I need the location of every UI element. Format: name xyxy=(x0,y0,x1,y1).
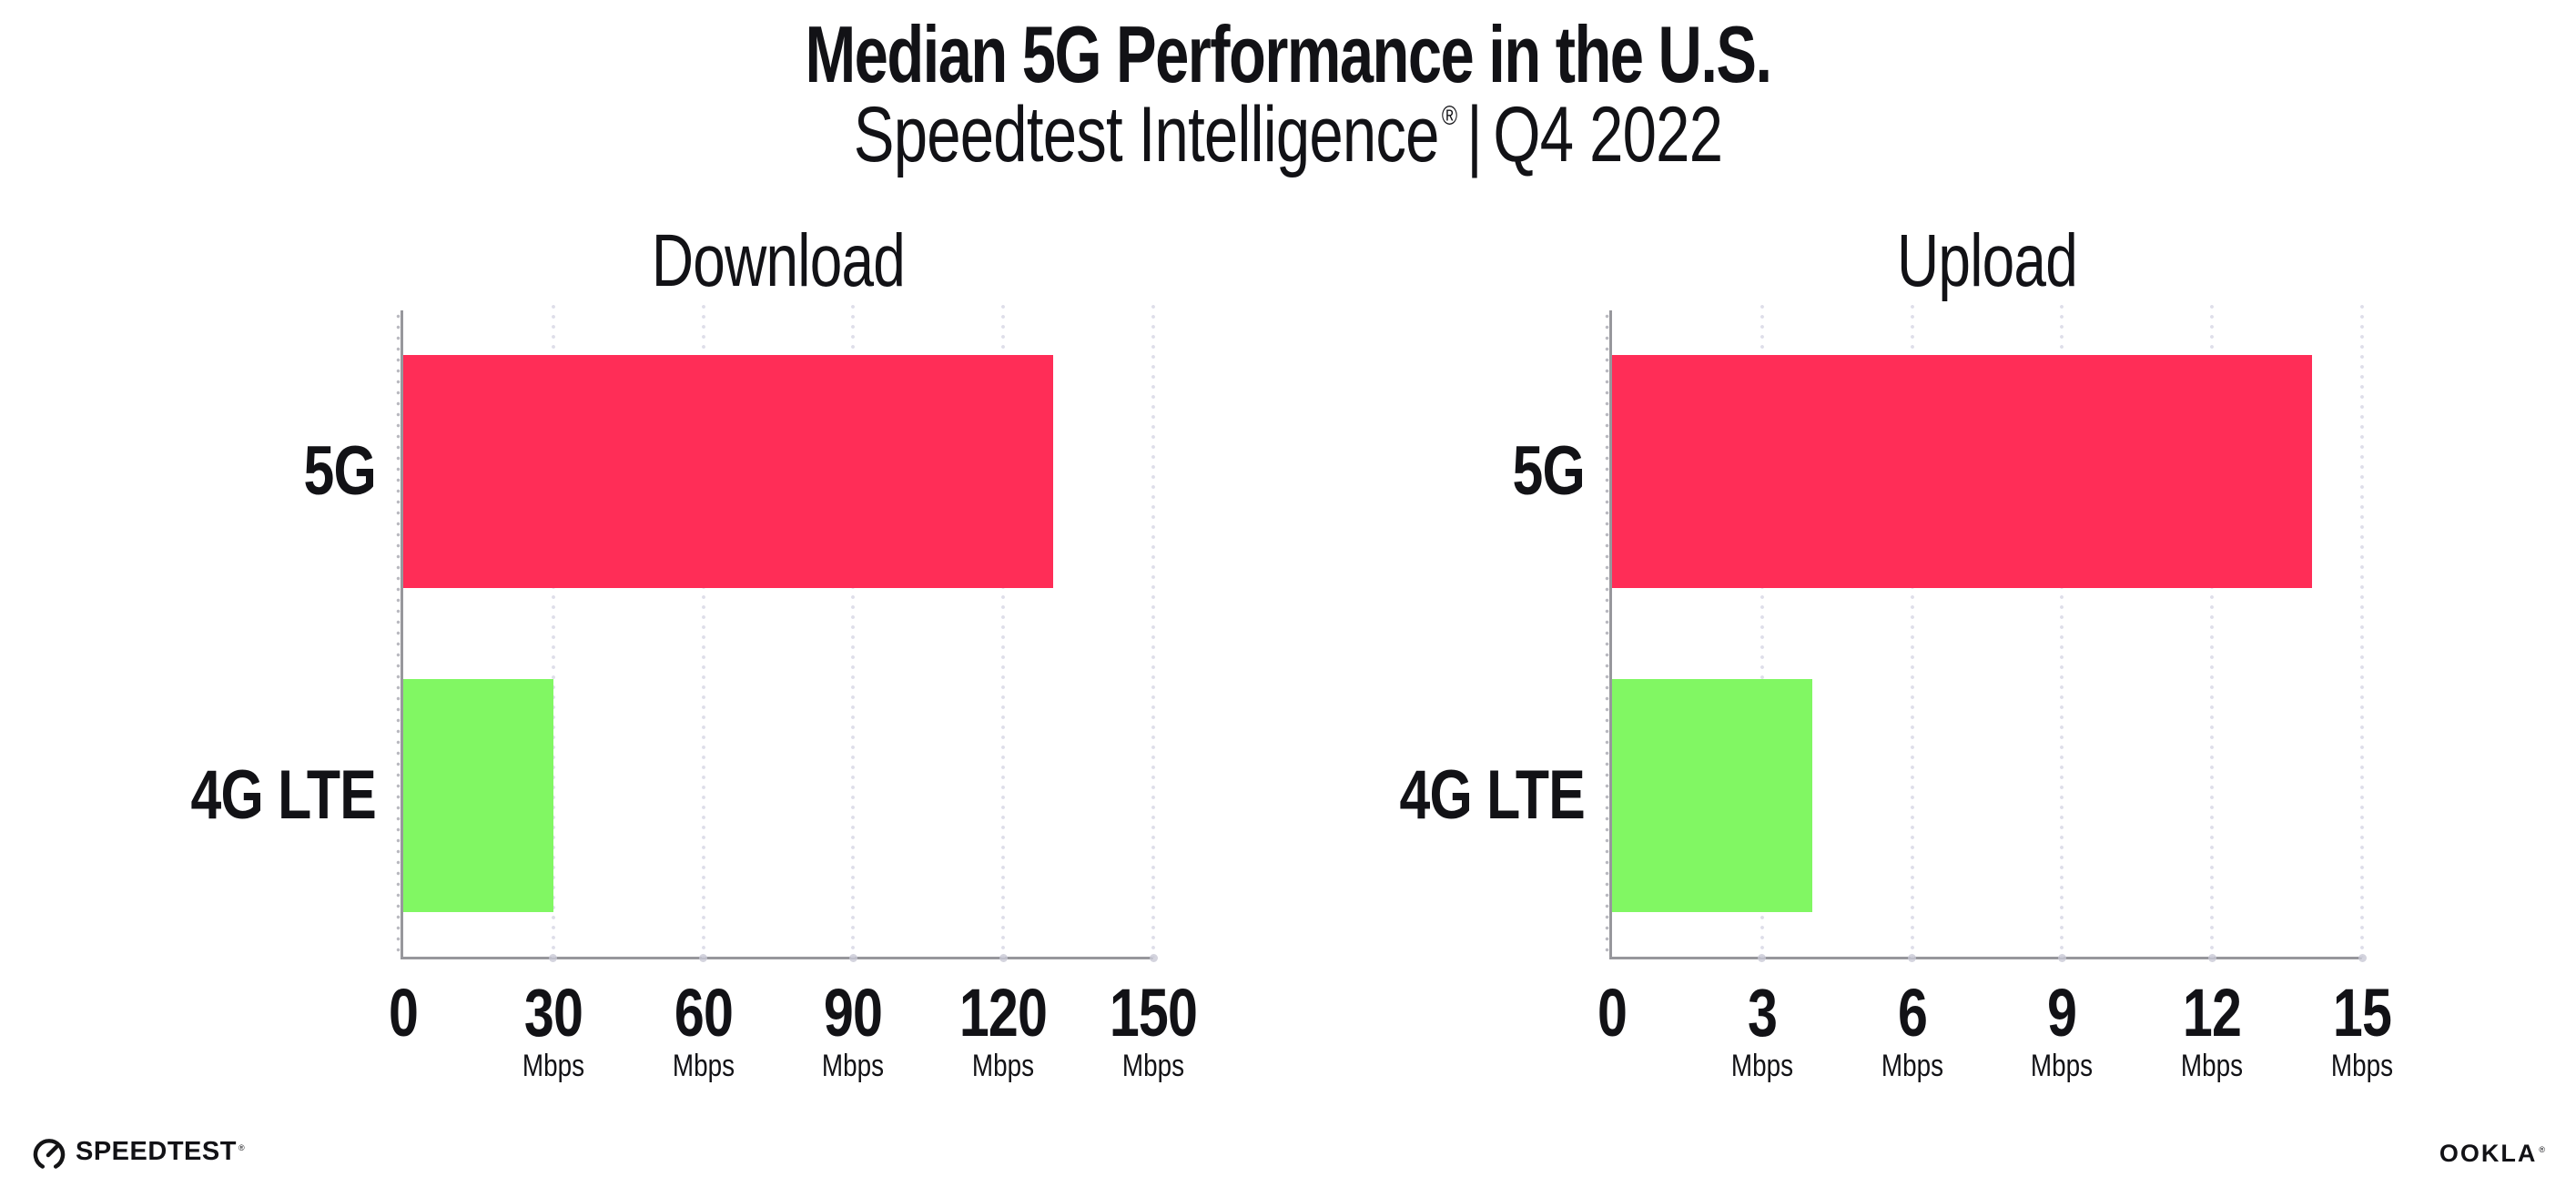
registered-trademark-icon: ® xyxy=(1441,101,1457,131)
axis-tick-dot xyxy=(549,954,558,962)
axis-tick-dot xyxy=(1758,954,1767,962)
x-tick-label: 150 xyxy=(1109,975,1198,1050)
subtitle-period: Q4 2022 xyxy=(1493,91,1723,178)
x-tick-0: 0 xyxy=(1476,975,1749,1050)
gridline-90 xyxy=(851,305,856,958)
x-tick-unit-label: Mbps xyxy=(522,1049,584,1083)
upload-chart-title: Upload xyxy=(1896,219,2078,302)
axis-tick-dot xyxy=(848,954,857,962)
y-axis-line xyxy=(1609,310,1612,959)
speedtest-wordmark-text: SPEEDTEST xyxy=(76,1137,237,1166)
x-tick-unit-label: Mbps xyxy=(672,1049,735,1083)
x-tick-unit-label: Mbps xyxy=(2031,1049,2094,1083)
bar-5g xyxy=(403,355,1054,588)
x-tick-3: 3 Mbps xyxy=(1626,975,1899,1083)
x-tick-label: 60 xyxy=(674,975,733,1050)
bar-5g xyxy=(1612,355,2313,588)
axis-tick-dot xyxy=(1908,954,1917,962)
gridline-15 xyxy=(2360,305,2364,958)
subtitle-brand: Speedtest Intelligence xyxy=(853,91,1440,178)
x-tick-unit-label: Mbps xyxy=(2330,1049,2394,1083)
subtitle-separator: | xyxy=(1466,91,1482,178)
axis-tick-dot xyxy=(2057,954,2066,962)
x-tick-unit-label: Mbps xyxy=(1881,1049,1943,1083)
speedtest-wordmark: SPEEDTEST ® xyxy=(76,1135,245,1173)
x-tick-label: 12 xyxy=(2183,975,2242,1050)
x-tick-9: 9 Mbps xyxy=(1925,975,2198,1083)
x-tick-0: 0 xyxy=(267,975,540,1050)
speedometer-gauge-icon xyxy=(33,1139,66,1169)
x-tick-label: 9 xyxy=(2047,975,2077,1050)
y-axis-minor-ticks xyxy=(1605,314,1609,958)
gridline-30 xyxy=(551,305,555,958)
axis-tick-dot xyxy=(999,954,1008,962)
x-tick-60: 60 Mbps xyxy=(567,975,840,1083)
upload-plot-area: 0 3 Mbps 6 Mbps 9 Mbps 12 Mbps 15 Mbps 5G 4G LTE xyxy=(1399,305,2393,1081)
registered-trademark-icon: ® xyxy=(238,1143,246,1152)
x-tick-30: 30 Mbps xyxy=(417,975,690,1083)
x-tick-6: 6 Mbps xyxy=(1776,975,2049,1083)
x-tick-unit-label: Mbps xyxy=(972,1049,1035,1083)
category-label-5g: 5G xyxy=(1512,432,1585,510)
gridline-150 xyxy=(1151,305,1155,958)
gridline-6 xyxy=(1910,305,1914,958)
download-chart-title: Download xyxy=(651,219,906,302)
bar-4g-lte xyxy=(1612,679,1812,912)
y-axis-line xyxy=(401,310,403,959)
ookla-logo: OOKLA ® xyxy=(2439,1140,2547,1172)
axis-tick-dot xyxy=(2207,954,2216,962)
x-tick-unit-label: Mbps xyxy=(1121,1049,1185,1083)
category-label-4g-lte: 4G LTE xyxy=(190,756,376,834)
x-axis-line xyxy=(1609,957,2362,959)
axis-tick-dot xyxy=(1149,954,1158,962)
x-tick-unit-label: Mbps xyxy=(1730,1049,1793,1083)
axis-tick-dot xyxy=(699,954,708,962)
x-axis-line xyxy=(401,957,1153,959)
x-tick-label: 6 xyxy=(1897,975,1928,1050)
x-tick-90: 90 Mbps xyxy=(716,975,989,1083)
x-tick-label: 90 xyxy=(824,975,883,1050)
gridline-60 xyxy=(701,305,705,958)
gridline-12 xyxy=(2210,305,2215,958)
upload-chart: Upload 0 3 Mbps 6 Mbps 9 Mbps 12 Mbps 15 Mbps 5G 4G … xyxy=(1399,223,2393,1082)
x-tick-label: 0 xyxy=(1597,975,1628,1050)
x-tick-150: 150 Mbps xyxy=(1017,975,1290,1083)
x-tick-unit-label: Mbps xyxy=(822,1049,885,1083)
download-plot-area: 0 30 Mbps 60 Mbps 90 Mbps 120 Mbps 150 Mbps 5G 4G LT… xyxy=(190,305,1198,1081)
page-title: Median 5G Performance in the U.S. xyxy=(805,9,1772,99)
x-tick-label: 30 xyxy=(523,975,583,1050)
x-tick-label: 120 xyxy=(959,975,1048,1050)
download-chart: Download 0 30 Mbps 60 Mbps 90 Mbps 120 Mbps 150 Mb… xyxy=(190,223,1198,1082)
page-subtitle: Speedtest Intelligence ® | Q4 2022 xyxy=(283,93,2292,195)
x-tick-120: 120 Mbps xyxy=(867,975,1140,1083)
x-tick-15: 15 Mbps xyxy=(2226,975,2499,1083)
gridline-3 xyxy=(1760,305,1764,958)
y-axis-minor-ticks xyxy=(396,314,401,958)
category-label-4g-lte: 4G LTE xyxy=(1399,756,1585,834)
registered-trademark-icon: ® xyxy=(2539,1145,2547,1154)
x-tick-unit-label: Mbps xyxy=(2181,1049,2244,1083)
x-tick-label: 15 xyxy=(2332,975,2392,1050)
bar-4g-lte xyxy=(403,679,553,912)
gridline-9 xyxy=(2060,305,2064,958)
speedtest-logo: SPEEDTEST ® xyxy=(33,1135,245,1173)
axis-tick-dot xyxy=(2358,954,2367,962)
gridline-120 xyxy=(1001,305,1006,958)
ookla-wordmark-text: OOKLA xyxy=(2439,1140,2538,1167)
x-tick-12: 12 Mbps xyxy=(2075,975,2348,1083)
category-label-5g: 5G xyxy=(303,432,376,510)
x-tick-label: 3 xyxy=(1747,975,1778,1050)
x-tick-label: 0 xyxy=(388,975,419,1050)
